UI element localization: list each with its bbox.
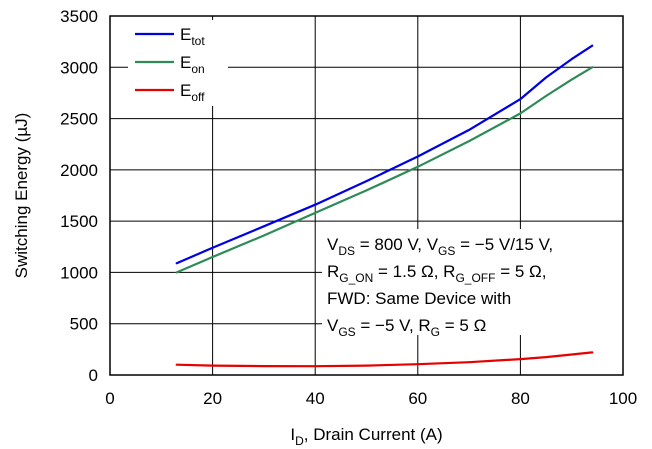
annotation-background — [322, 229, 623, 335]
legend-label-off: Eoff — [180, 81, 205, 104]
y-tick-label: 500 — [70, 315, 98, 334]
legend: Etot Eon Eoff — [128, 20, 228, 106]
annotation: VDS = 800 V, VGS = −5 V/15 V, RG_ON = 1.5… — [327, 235, 553, 339]
x-tick-label: 20 — [203, 389, 222, 408]
legend-label-tot: Etot — [180, 25, 205, 48]
y-tick-label: 2500 — [60, 110, 98, 129]
x-tick-label: 60 — [408, 389, 427, 408]
x-tick-label: 80 — [511, 389, 530, 408]
y-tick-label: 1500 — [60, 212, 98, 231]
annotation-box — [322, 229, 623, 335]
legend-label-on: Eon — [180, 53, 205, 76]
annotation-line: VDS = 800 V, VGS = −5 V/15 V, — [327, 235, 553, 258]
series-line-tot — [175, 44, 594, 265]
y-axis-title: Switching Energy (µJ) — [12, 113, 31, 279]
x-axis-title: ID, Drain Current (A) — [290, 425, 442, 448]
annotation-line: RG_ON = 1.5 Ω, RG_OFF = 5 Ω, — [327, 262, 546, 285]
y-tick-label: 2000 — [60, 161, 98, 180]
x-tick-label: 40 — [306, 389, 325, 408]
series-lines — [175, 44, 594, 368]
plot-border — [109, 15, 624, 376]
annotation-line: FWD: Same Device with — [327, 289, 511, 308]
y-tick-label: 3500 — [60, 7, 98, 26]
series-line-off — [175, 351, 594, 368]
plot-frame — [109, 15, 624, 376]
x-tick-label: 100 — [609, 389, 637, 408]
series-line-on — [175, 66, 594, 274]
y-tick-label: 1000 — [60, 263, 98, 282]
annotation-line: VGS = −5 V, RG = 5 Ω — [327, 316, 486, 339]
y-tick-label: 3000 — [60, 58, 98, 77]
x-tick-label: 0 — [105, 389, 114, 408]
axis-titles: ID, Drain Current (A) Switching Energy (µ… — [12, 113, 443, 448]
y-tick-label: 0 — [89, 366, 98, 385]
